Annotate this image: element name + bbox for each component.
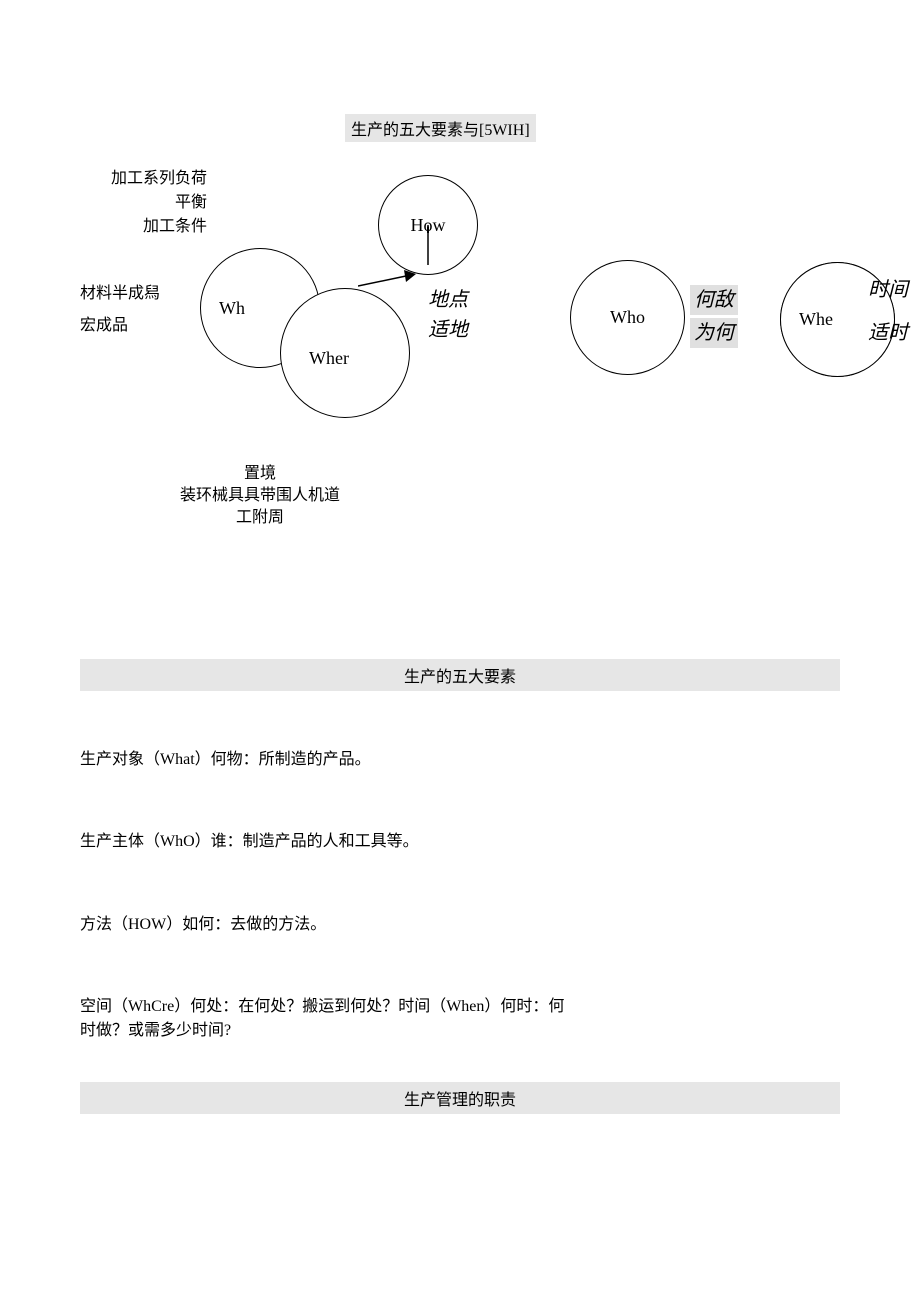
bottom-label-line: 装环械具具带围人机道 xyxy=(130,485,390,507)
arrow-right-icon xyxy=(358,270,418,290)
section-title-elements: 生产的五大要素 xyxy=(80,659,840,691)
script-text: 地点 xyxy=(428,285,468,315)
label-heshu: 何敌 xyxy=(690,285,738,315)
diagram-title: 生产的五大要素与[5WIH] xyxy=(345,114,536,142)
circle-label: Whe xyxy=(799,309,833,330)
bottom-label-line: 工附周 xyxy=(130,507,390,529)
five-w-diagram: How Wh Wher Who Whe 地点 适地 何敌 为何 时间 适时 xyxy=(0,170,920,450)
paragraph-who: 生产主体（WhO）谁：制造产品的人和工具等。 xyxy=(80,830,580,854)
paragraph-what: 生产对象（What）何物：所制造的产品。 xyxy=(80,748,580,772)
circle-label: Wh xyxy=(219,298,245,319)
circle-label: Wher xyxy=(309,348,349,369)
bottom-label-group: 置境 装环械具具带围人机道 工附周 xyxy=(130,463,390,529)
label-time: 时间 xyxy=(868,275,908,305)
circle-who: Who xyxy=(570,260,685,375)
label-timely: 适时 xyxy=(868,318,908,348)
circle-label: Who xyxy=(610,307,645,328)
paragraph-how: 方法（HOW）如何：去做的方法。 xyxy=(80,913,580,937)
label-weihe: 为何 xyxy=(690,318,738,348)
paragraph-where-when: 空间（WhCre）何处：在何处？搬运到何处？时间（When）何时：何时做？或需多… xyxy=(80,995,580,1043)
bottom-label-line: 置境 xyxy=(130,463,390,485)
label-location: 地点 适地 xyxy=(428,285,468,345)
section-title-duties: 生产管理的职责 xyxy=(80,1082,840,1114)
circle-where: Wher xyxy=(280,288,410,418)
script-text: 适地 xyxy=(428,315,468,345)
arrow-down-icon xyxy=(427,225,429,265)
